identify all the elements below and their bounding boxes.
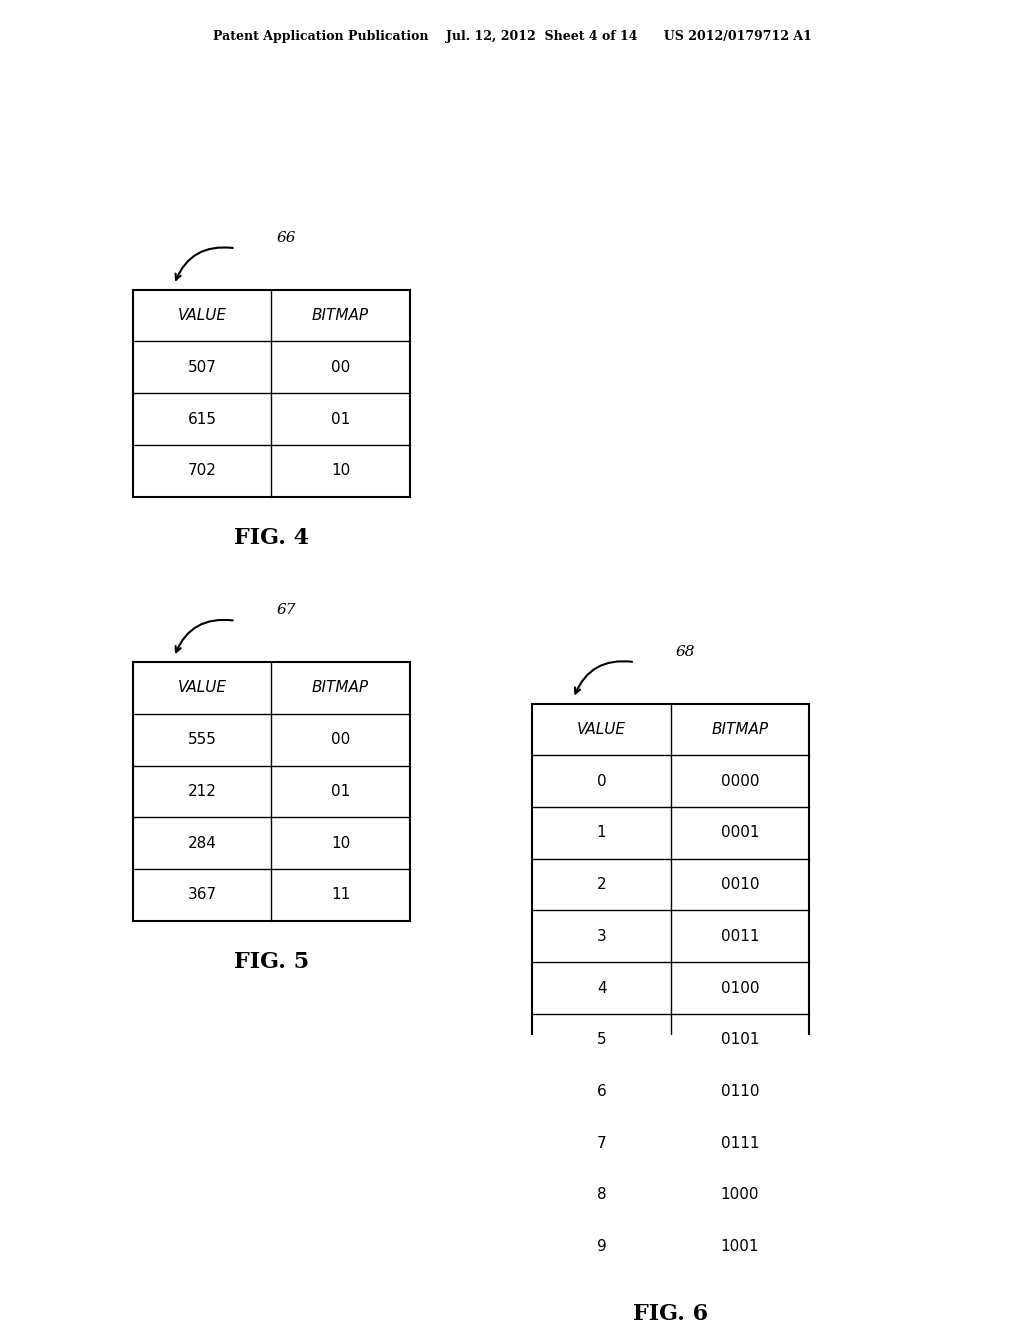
Text: 10: 10 (331, 463, 350, 478)
Text: 01: 01 (331, 412, 350, 426)
Text: 1001: 1001 (721, 1239, 759, 1254)
Text: 507: 507 (187, 360, 217, 375)
Text: 0111: 0111 (721, 1135, 759, 1151)
Text: 4: 4 (597, 981, 606, 995)
Text: 8: 8 (597, 1188, 606, 1203)
Text: VALUE: VALUE (178, 308, 226, 323)
Text: 0010: 0010 (721, 876, 759, 892)
FancyBboxPatch shape (133, 663, 410, 921)
Text: VALUE: VALUE (178, 681, 226, 696)
Text: 702: 702 (187, 463, 217, 478)
Text: FIG. 6: FIG. 6 (633, 1303, 709, 1320)
Text: 0000: 0000 (721, 774, 759, 788)
Text: 0110: 0110 (721, 1084, 759, 1100)
Text: 555: 555 (187, 733, 217, 747)
Text: BITMAP: BITMAP (312, 681, 369, 696)
Text: 284: 284 (187, 836, 217, 850)
Text: 0101: 0101 (721, 1032, 759, 1047)
Text: 0011: 0011 (721, 929, 759, 944)
Text: 5: 5 (597, 1032, 606, 1047)
Text: Patent Application Publication    Jul. 12, 2012  Sheet 4 of 14      US 2012/0179: Patent Application Publication Jul. 12, … (213, 30, 811, 42)
Text: 11: 11 (331, 887, 350, 903)
Text: 1: 1 (597, 825, 606, 841)
FancyBboxPatch shape (133, 289, 410, 496)
Text: 0: 0 (597, 774, 606, 788)
Text: 0001: 0001 (721, 825, 759, 841)
Text: 10: 10 (331, 836, 350, 850)
Text: 00: 00 (331, 360, 350, 375)
Text: BITMAP: BITMAP (712, 722, 768, 737)
Text: 66: 66 (276, 231, 296, 246)
Text: 1000: 1000 (721, 1188, 759, 1203)
Text: 3: 3 (597, 929, 606, 944)
Text: BITMAP: BITMAP (312, 308, 369, 323)
Text: 212: 212 (187, 784, 217, 799)
Text: VALUE: VALUE (578, 722, 626, 737)
Text: 615: 615 (187, 412, 217, 426)
Text: 67: 67 (276, 603, 296, 618)
Text: FIG. 4: FIG. 4 (233, 527, 309, 549)
Text: FIG. 5: FIG. 5 (233, 952, 309, 973)
Text: 367: 367 (187, 887, 217, 903)
Text: 6: 6 (597, 1084, 606, 1100)
Text: 7: 7 (597, 1135, 606, 1151)
Text: 2: 2 (597, 876, 606, 892)
Text: 00: 00 (331, 733, 350, 747)
Text: 9: 9 (597, 1239, 606, 1254)
Text: 68: 68 (676, 644, 695, 659)
Text: 0100: 0100 (721, 981, 759, 995)
FancyBboxPatch shape (532, 704, 809, 1272)
Text: 01: 01 (331, 784, 350, 799)
